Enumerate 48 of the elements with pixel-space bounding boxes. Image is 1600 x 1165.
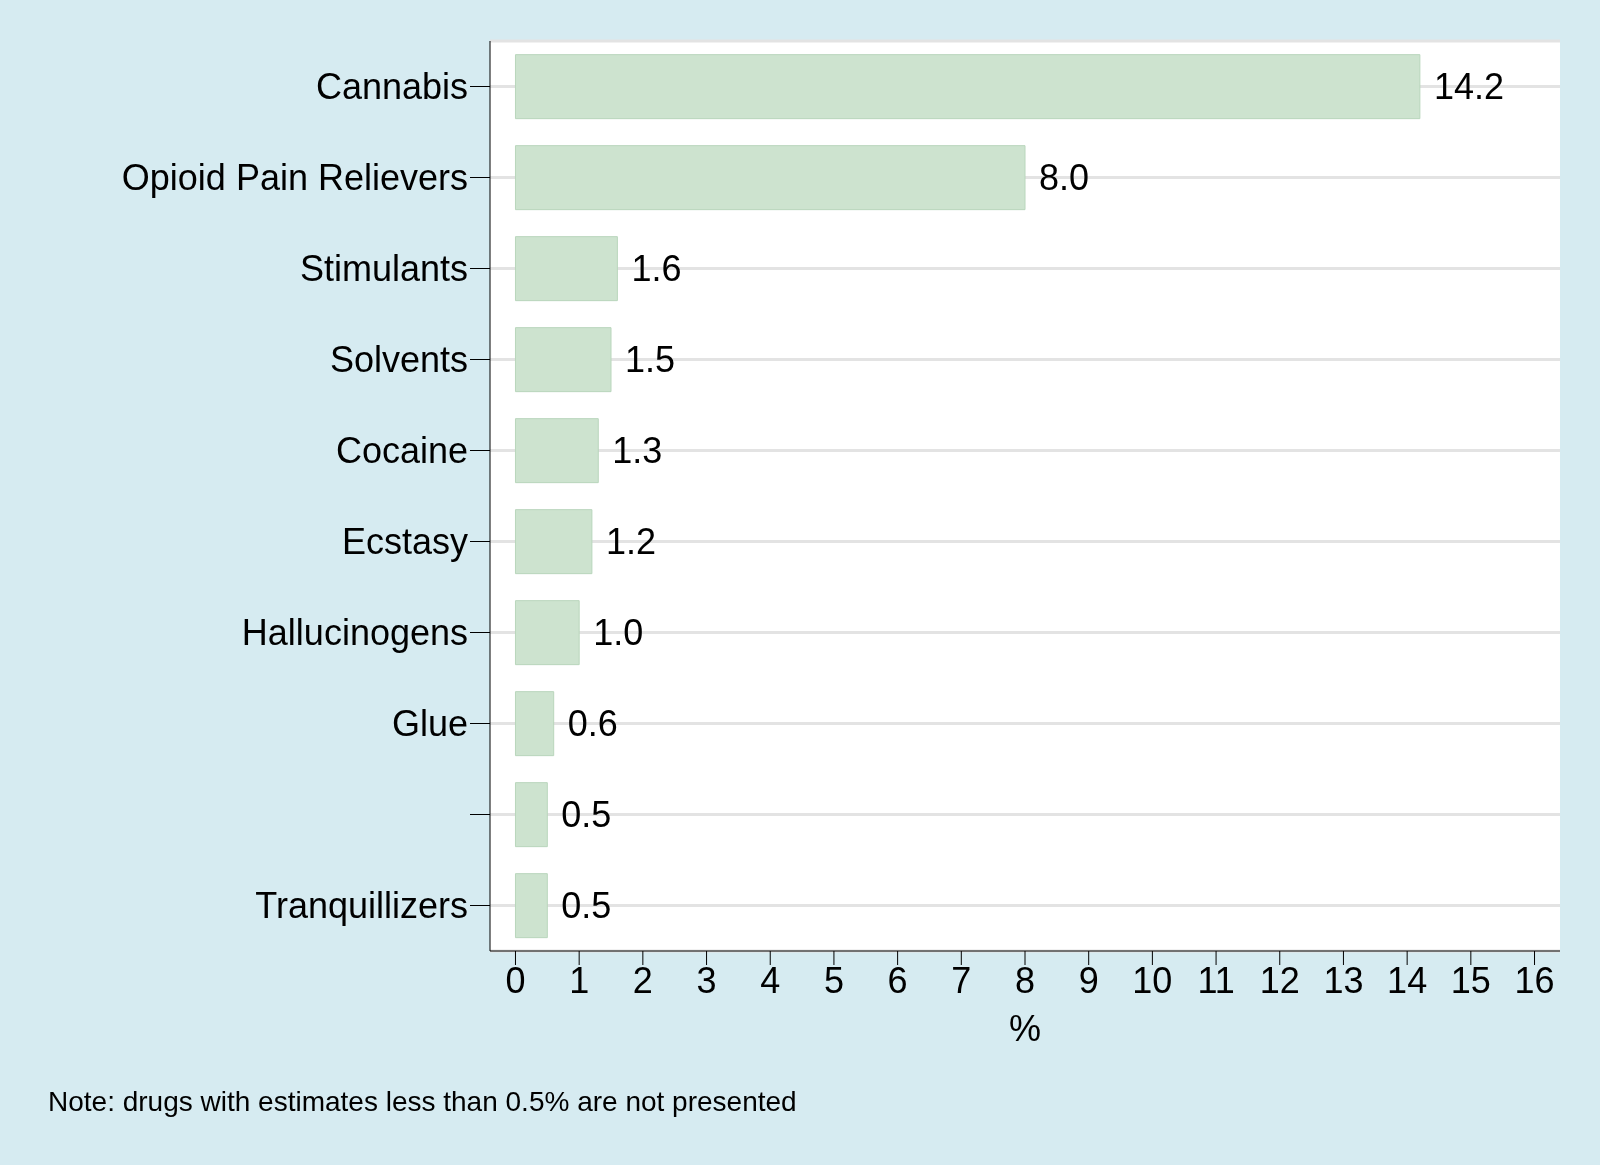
x-axis-title: %: [1008, 1008, 1042, 1049]
y-tick-label: Cocaine: [335, 430, 468, 472]
data-label: 1.2: [605, 521, 656, 563]
bar: [514, 54, 1421, 120]
y-tick-label: Ecstasy: [341, 521, 468, 563]
x-tick-label: 1: [569, 959, 590, 1001]
x-tick-label: 9: [1078, 959, 1099, 1001]
data-label: 1.6: [631, 248, 682, 290]
x-tick-label: 7: [951, 959, 972, 1001]
data-label: 14.2: [1433, 66, 1504, 108]
x-tick-label: 8: [1014, 959, 1036, 1001]
bar: [514, 418, 599, 484]
y-tick-label: Cannabis: [315, 66, 468, 108]
bar: [514, 691, 555, 757]
x-tick-label: 13: [1323, 959, 1364, 1001]
x-tick-label: 0: [505, 959, 526, 1001]
data-label: 1.0: [593, 612, 644, 654]
x-tick-label: 14: [1387, 959, 1428, 1001]
data-label: 1.3: [612, 430, 663, 472]
bar: [514, 782, 548, 848]
bar: [514, 600, 580, 666]
x-tick-label: 6: [887, 959, 908, 1001]
y-tick-label: Tranquillizers: [255, 885, 468, 927]
text: Note: drugs with estimates less than 0.5% are not presented: [48, 1086, 797, 1118]
y-tick-label: Solvents: [329, 339, 468, 381]
bar: [514, 236, 618, 302]
x-tick-label: 11: [1197, 959, 1235, 1001]
data-label: 8.0: [1039, 157, 1090, 199]
x-tick-label: 12: [1259, 959, 1300, 1001]
bar: [514, 327, 612, 393]
bar: [514, 145, 1026, 211]
x-tick-label: 3: [696, 959, 717, 1001]
data-label: 1.5: [625, 339, 676, 381]
x-tick-label: 2: [632, 959, 653, 1001]
x-tick-label: 5: [823, 959, 844, 1001]
x-tick-label: 4: [760, 959, 781, 1001]
x-tick-label: 10: [1132, 959, 1173, 1001]
data-label: 0.6: [567, 703, 618, 745]
y-tick-label: Opioid Pain Relievers: [121, 157, 468, 199]
bar: [514, 509, 593, 575]
x-tick-label: 15: [1450, 959, 1491, 1001]
data-label: 0.5: [561, 885, 612, 927]
x-tick-label: 16: [1514, 959, 1555, 1001]
bar: [514, 873, 548, 939]
data-label: 0.5: [561, 794, 612, 836]
y-tick-label: Stimulants: [299, 248, 468, 290]
y-tick-label: Hallucinogens: [241, 612, 468, 654]
y-tick-label: Glue: [391, 703, 468, 745]
